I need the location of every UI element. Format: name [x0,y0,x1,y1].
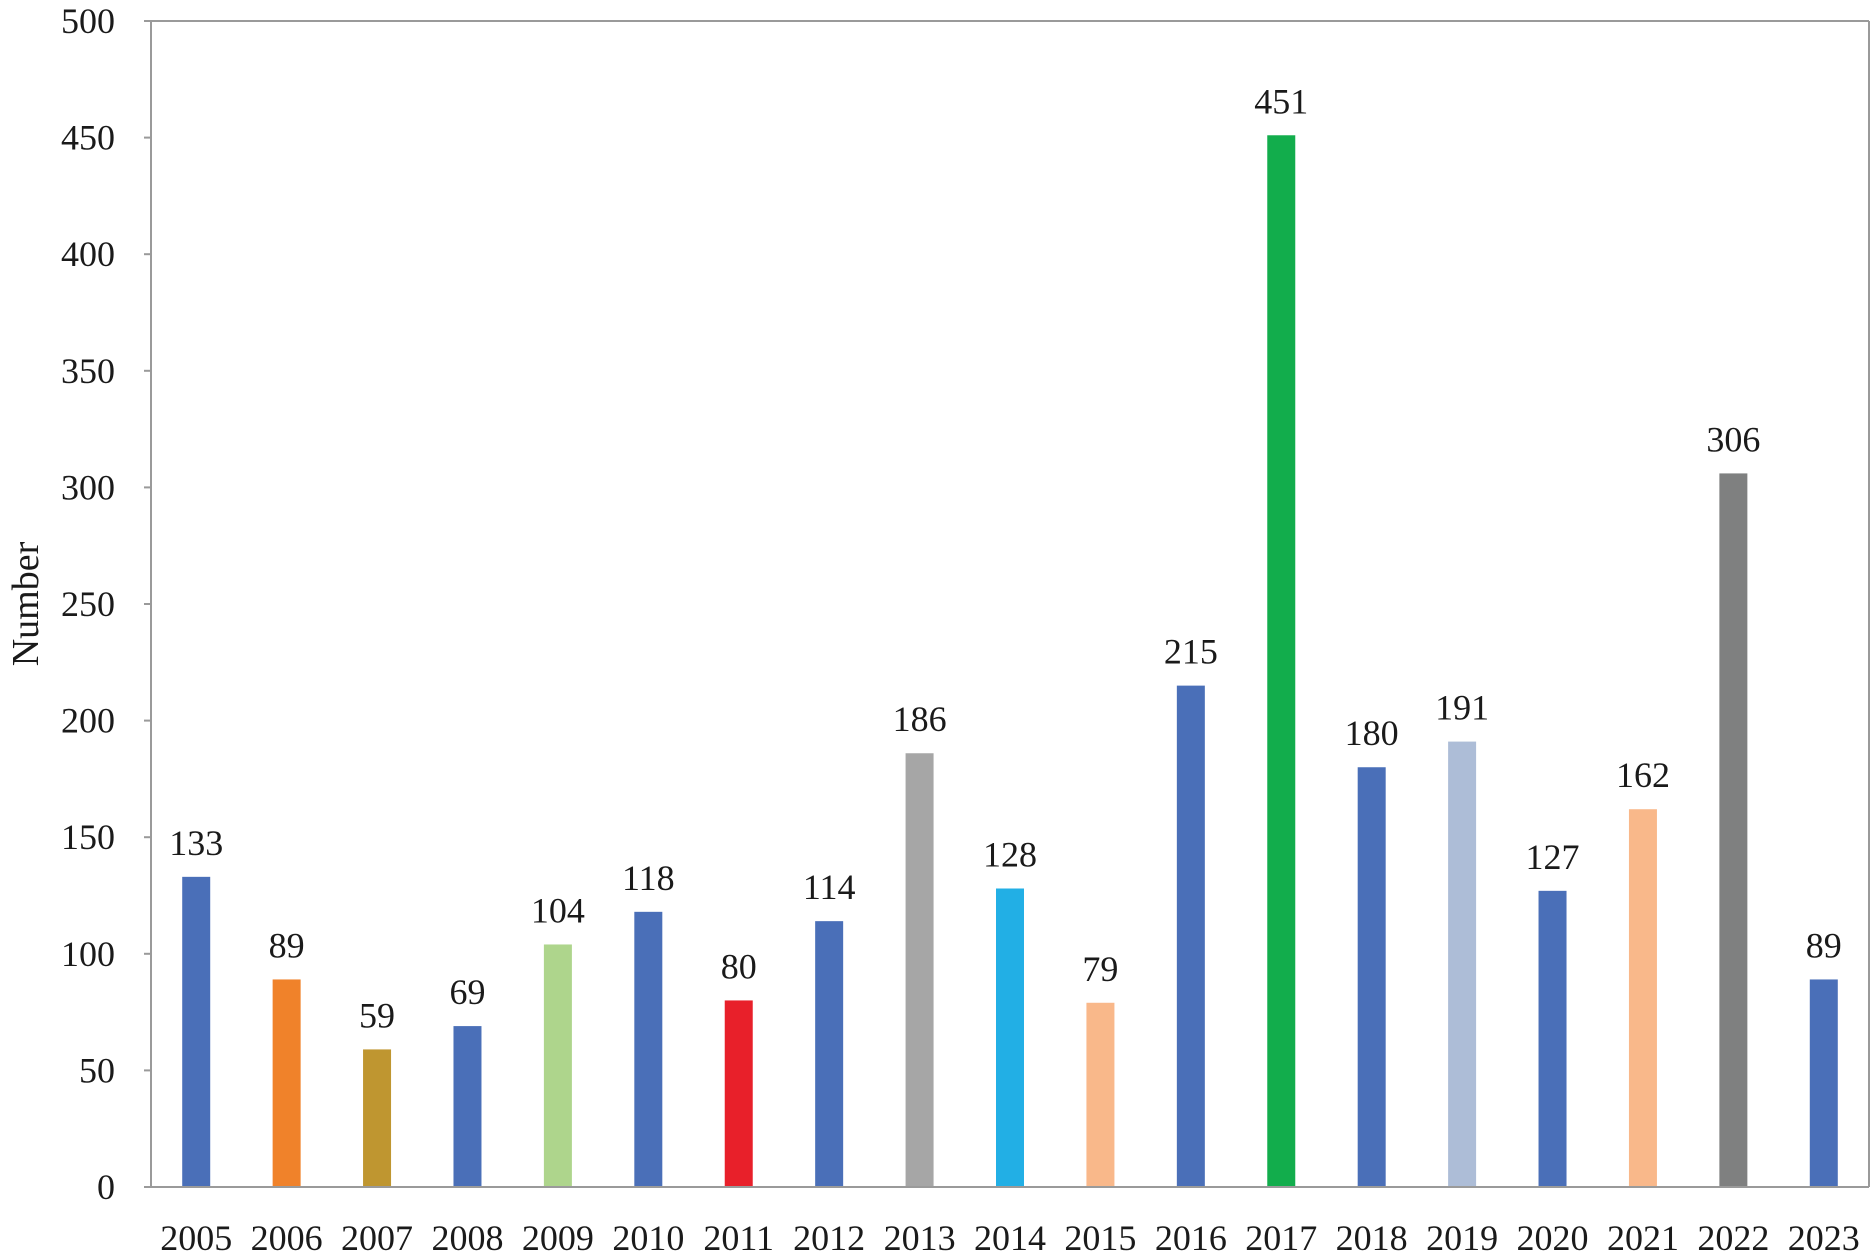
y-tick-label: 250 [61,584,115,624]
x-tick-label-2017: 2017 [1245,1218,1317,1258]
x-tick-label-2016: 2016 [1155,1218,1227,1258]
data-label-2006: 89 [269,925,305,965]
y-tick-label: 300 [61,467,115,507]
bar-2011 [724,1000,753,1187]
x-tick-label-2015: 2015 [1064,1218,1136,1258]
data-label-2022: 306 [1706,419,1760,459]
data-label-2012: 114 [803,867,856,907]
bar-2020 [1538,890,1567,1187]
y-tick-label: 400 [61,234,115,274]
data-label-2014: 128 [983,835,1037,875]
x-tick-label-2012: 2012 [793,1218,865,1258]
bar-2007 [363,1049,392,1187]
x-tick-label-2018: 2018 [1336,1218,1408,1258]
x-tick-label-2007: 2007 [341,1218,413,1258]
data-label-2013: 186 [893,699,947,739]
bar-2022 [1719,473,1748,1188]
x-tick-label-2020: 2020 [1517,1218,1589,1258]
data-label-2017: 451 [1254,81,1308,121]
bar-2014 [996,888,1024,1187]
data-label-2015: 79 [1082,949,1118,989]
data-label-2020: 127 [1526,837,1580,877]
y-axis-title: Number [5,541,47,666]
data-label-2016: 215 [1164,632,1218,672]
x-tick-label-2019: 2019 [1426,1218,1498,1258]
data-label-2010: 118 [622,858,675,898]
bar-2023 [1809,979,1838,1187]
bar-2008 [453,1026,482,1187]
data-label-2019: 191 [1435,688,1489,728]
x-tick-label-2021: 2021 [1607,1218,1679,1258]
y-tick-label: 100 [61,934,115,974]
x-tick-label-2013: 2013 [884,1218,956,1258]
y-tick-label: 450 [61,118,115,158]
data-label-2018: 180 [1345,713,1399,753]
bar-2019 [1448,741,1477,1187]
data-label-2007: 59 [359,995,395,1035]
bar-2018 [1357,767,1386,1187]
data-label-2005: 133 [169,823,223,863]
y-tick-label: 0 [97,1167,115,1207]
y-tick-label: 200 [61,701,115,741]
y-tick-label: 50 [79,1050,115,1090]
bar-2015 [1086,1002,1115,1187]
x-tick-label-2009: 2009 [522,1218,594,1258]
x-tick-label-2014: 2014 [974,1218,1046,1258]
y-tick-label: 150 [61,817,115,857]
bar-2012 [815,921,844,1187]
x-tick-label-2023: 2023 [1788,1218,1860,1258]
data-label-2011: 80 [721,946,757,986]
x-tick-label-2010: 2010 [612,1218,684,1258]
data-label-2008: 69 [449,972,485,1012]
y-tick-label: 500 [61,1,115,41]
bar-2021 [1628,809,1657,1187]
bar-2017 [1267,135,1296,1187]
x-tick-label-2011: 2011 [703,1218,774,1258]
bar-2009 [543,944,572,1187]
data-label-2009: 104 [531,890,585,930]
bar-2013 [905,753,934,1187]
x-tick-label-2022: 2022 [1697,1218,1769,1258]
data-label-2023: 89 [1806,925,1842,965]
bar-2010 [634,911,663,1187]
x-tick-label-2006: 2006 [251,1218,323,1258]
data-label-2021: 162 [1616,755,1670,795]
bar-2016 [1176,685,1205,1187]
x-tick-label-2005: 2005 [160,1218,232,1258]
bar-2005 [182,876,211,1187]
x-tick-label-2008: 2008 [431,1218,503,1258]
bar-2006 [272,979,301,1187]
y-tick-label: 350 [61,351,115,391]
